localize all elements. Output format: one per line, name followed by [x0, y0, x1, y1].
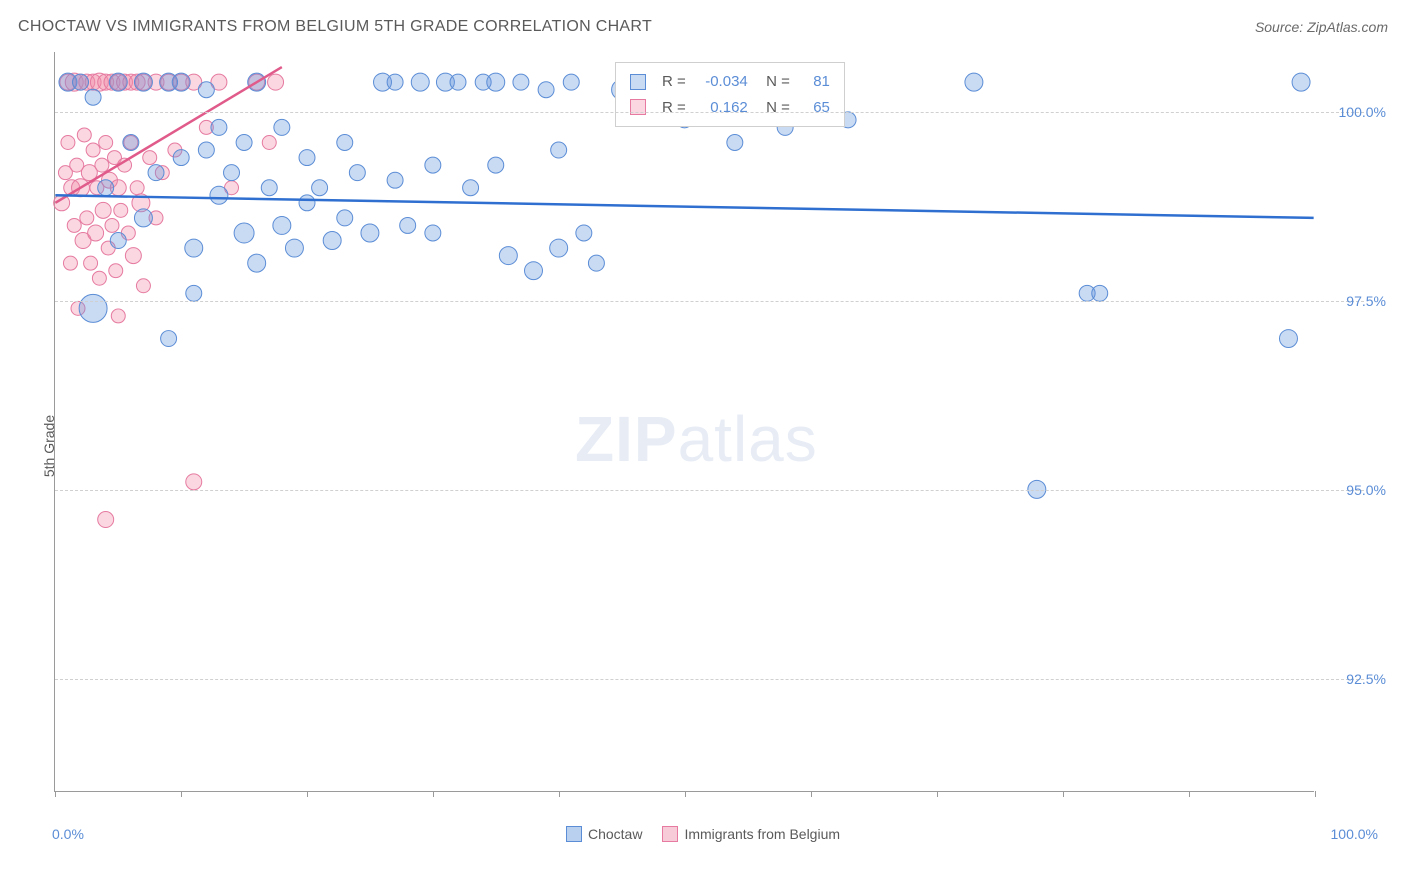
swatch-pink-icon	[662, 826, 678, 842]
x-tick	[1063, 791, 1064, 797]
stats-row-blue: R = -0.034 N = 81	[630, 69, 830, 95]
legend-label-blue: Choctaw	[588, 826, 642, 842]
n-value-pink: 65	[800, 95, 830, 121]
legend-item-blue: Choctaw	[566, 826, 642, 842]
bottom-legend: Choctaw Immigrants from Belgium	[0, 826, 1406, 842]
x-tick	[685, 791, 686, 797]
x-tick	[181, 791, 182, 797]
y-tick-label: 95.0%	[1326, 482, 1386, 498]
chart-title: CHOCTAW VS IMMIGRANTS FROM BELGIUM 5TH G…	[18, 18, 652, 36]
r-value-blue: -0.034	[696, 69, 748, 95]
plot-area: ZIPatlas R = -0.034 N = 81 R = 0.162 N =…	[54, 52, 1314, 792]
r-value-pink: 0.162	[696, 95, 748, 121]
x-tick	[55, 791, 56, 797]
chart-source: Source: ZipAtlas.com	[1255, 19, 1388, 35]
x-tick	[559, 791, 560, 797]
x-tick	[1189, 791, 1190, 797]
y-tick-label: 100.0%	[1326, 104, 1386, 120]
gridline	[55, 301, 1364, 302]
gridline	[55, 679, 1364, 680]
stats-row-pink: R = 0.162 N = 65	[630, 95, 830, 121]
legend-item-pink: Immigrants from Belgium	[662, 826, 840, 842]
x-tick	[811, 791, 812, 797]
x-tick	[307, 791, 308, 797]
x-tick	[937, 791, 938, 797]
swatch-blue	[630, 74, 646, 90]
gridline	[55, 490, 1364, 491]
gridline	[55, 112, 1364, 113]
legend-label-pink: Immigrants from Belgium	[684, 826, 840, 842]
y-tick-label: 97.5%	[1326, 293, 1386, 309]
chart-svg	[55, 52, 1314, 791]
stats-legend-box: R = -0.034 N = 81 R = 0.162 N = 65	[615, 62, 845, 127]
x-tick	[1315, 791, 1316, 797]
swatch-blue-icon	[566, 826, 582, 842]
chart-header: CHOCTAW VS IMMIGRANTS FROM BELGIUM 5TH G…	[18, 18, 1388, 36]
x-tick	[433, 791, 434, 797]
n-value-blue: 81	[800, 69, 830, 95]
y-tick-label: 92.5%	[1326, 671, 1386, 687]
